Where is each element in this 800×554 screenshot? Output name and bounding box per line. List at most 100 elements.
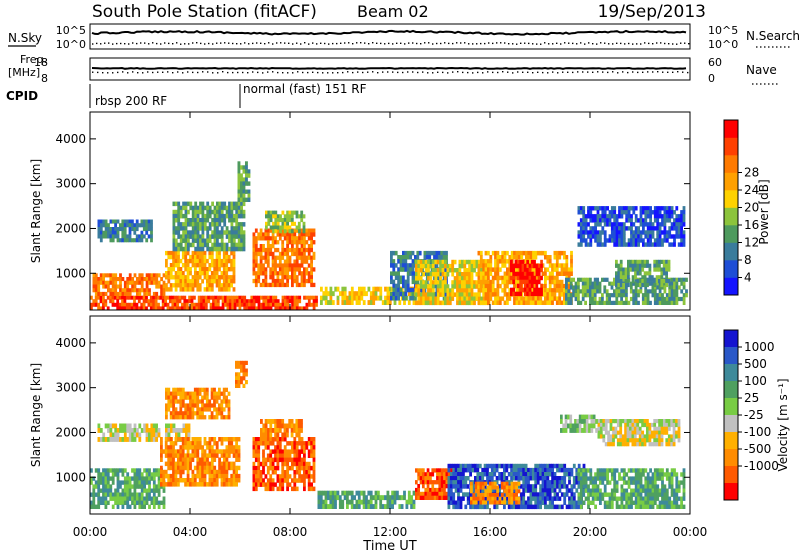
- heatmap-cell: [619, 282, 623, 288]
- heatmap-cell: [668, 296, 672, 302]
- heatmap-cell: [171, 302, 175, 307]
- heatmap-cell: [428, 255, 432, 260]
- heatmap-cell: [216, 246, 219, 252]
- heatmap-cell: [242, 372, 246, 377]
- heatmap-cell: [191, 254, 195, 260]
- heatmap-cell: [104, 437, 108, 442]
- heatmap-cell: [417, 259, 421, 265]
- heatmap-cell: [479, 250, 483, 256]
- heatmap-cell: [489, 283, 493, 289]
- heatmap-cell: [599, 230, 602, 235]
- heatmap-cell: [286, 457, 289, 463]
- heatmap-cell: [372, 495, 375, 501]
- heatmap-cell: [264, 419, 268, 424]
- heatmap-cell: [532, 296, 535, 301]
- heatmap-cell: [572, 277, 575, 282]
- heatmap-cell: [257, 449, 261, 454]
- heatmap-cell: [213, 258, 217, 264]
- heatmap-cell: [213, 403, 216, 408]
- heatmap-cell: [634, 259, 637, 264]
- heatmap-cell: [586, 277, 590, 282]
- heatmap-cell: [484, 283, 488, 289]
- heatmap-cell: [206, 457, 209, 462]
- heatmap-cell: [286, 432, 289, 438]
- nsearch-point: [292, 43, 294, 45]
- heatmap-cell: [622, 238, 626, 243]
- heatmap-cell: [271, 244, 275, 249]
- heatmap-cell: [196, 250, 200, 256]
- heatmap-cell: [208, 399, 212, 404]
- nsearch-point: [632, 43, 634, 45]
- heatmap-cell: [279, 218, 282, 223]
- heatmap-cell: [242, 193, 246, 198]
- heatmap-cell: [417, 487, 420, 493]
- heatmap-cell: [544, 288, 547, 293]
- heatmap-cell: [291, 263, 294, 268]
- heatmap-cell: [232, 242, 236, 248]
- heatmap-cell: [581, 289, 585, 294]
- heatmap-cell: [441, 272, 445, 277]
- heatmap-cell: [399, 259, 403, 264]
- heatmap-cell: [228, 295, 232, 300]
- heatmap-cell: [121, 302, 124, 307]
- heatmap-cell: [225, 449, 229, 454]
- heatmap-cell: [230, 437, 234, 442]
- nave-point: [522, 71, 524, 73]
- heatmap-cell: [300, 214, 304, 219]
- heatmap-cell: [620, 300, 623, 305]
- heatmap-cell: [125, 302, 129, 307]
- heatmap-cell: [682, 296, 686, 302]
- heatmap-cell: [116, 306, 120, 311]
- heatmap-cell: [302, 229, 306, 234]
- heatmap-cell: [622, 275, 625, 280]
- heatmap-cell: [589, 214, 593, 219]
- heatmap-cell: [634, 263, 637, 268]
- heatmap-cell: [174, 407, 178, 412]
- heatmap-cell: [206, 275, 209, 280]
- heatmap-cell: [632, 289, 636, 294]
- heatmap-cell: [254, 271, 258, 276]
- heatmap-cell: [176, 295, 179, 300]
- heatmap-cell: [177, 432, 181, 438]
- heatmap-cell: [232, 271, 236, 276]
- heatmap-cell: [563, 267, 566, 272]
- heatmap-cell: [410, 495, 413, 501]
- heatmap-cell: [508, 267, 512, 272]
- heatmap-cell: [429, 296, 433, 301]
- heatmap-cell: [203, 250, 207, 256]
- heatmap-cell: [398, 300, 402, 305]
- heatmap-cell: [288, 482, 292, 487]
- heatmap-cell: [303, 236, 306, 241]
- heatmap-cell: [553, 275, 557, 281]
- heatmap-cell: [487, 275, 490, 281]
- nave-point: [152, 71, 154, 74]
- heatmap-cell: [123, 306, 127, 311]
- heatmap-cell: [312, 302, 316, 307]
- heatmap-cell: [283, 267, 287, 272]
- nsearch-point: [552, 43, 554, 45]
- heatmap-cell: [145, 288, 149, 293]
- heatmap-cell: [225, 230, 229, 235]
- heatmap-cell: [281, 240, 285, 245]
- heatmap-cell: [169, 263, 173, 268]
- heatmap-cell: [133, 423, 137, 429]
- heatmap-cell: [166, 306, 170, 311]
- heatmap-cell: [463, 259, 467, 265]
- heatmap-cell: [276, 449, 280, 454]
- heatmap-cell: [508, 296, 512, 301]
- heatmap-cell: [148, 488, 151, 493]
- heatmap-cell: [161, 299, 165, 304]
- nave-point: [457, 71, 459, 73]
- heatmap-cell: [208, 267, 212, 272]
- heatmap-cell: [184, 242, 188, 248]
- heatmap-cell: [300, 423, 303, 429]
- heatmap-cell: [446, 296, 450, 301]
- heatmap-cell: [196, 234, 200, 239]
- heatmap-cell: [225, 234, 229, 239]
- heatmap-cell: [574, 293, 578, 298]
- heatmap-cell: [264, 445, 268, 450]
- heatmap-cell: [262, 236, 265, 241]
- heatmap-cell: [227, 287, 231, 292]
- heatmap-cell: [143, 288, 147, 293]
- heatmap-cell: [288, 449, 292, 454]
